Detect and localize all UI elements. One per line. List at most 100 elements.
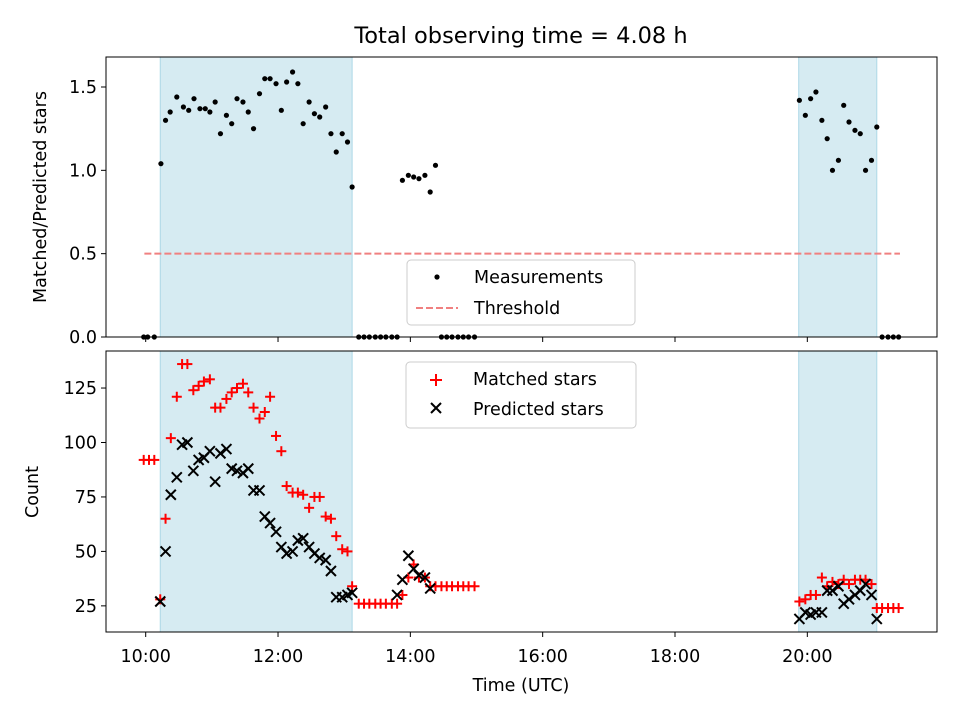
measurement-point [240, 99, 246, 105]
measurement-point [197, 106, 203, 112]
predicted-star-point [165, 489, 177, 501]
ratio-ytick-label: 1.5 [69, 78, 97, 98]
measurement-point [267, 76, 273, 82]
measurement-point [829, 167, 836, 173]
measurement-point [411, 174, 417, 180]
measurement-point [212, 99, 218, 105]
measurement-point [399, 177, 406, 183]
predicted-star-point [419, 571, 431, 584]
predicted-star-point [396, 574, 409, 586]
count-legend-box [405, 361, 637, 429]
measurement-point [339, 131, 345, 137]
matched-star-point [171, 391, 182, 402]
predicted-star-point [204, 445, 216, 457]
ratio-ytick-label: 0.0 [69, 328, 97, 348]
count-ytick-label: 50 [75, 542, 97, 562]
matched-star-point [827, 576, 838, 587]
measurement-point [223, 112, 230, 118]
matched-star-point [331, 531, 342, 542]
ratio-ytick-label: 0.5 [69, 245, 97, 265]
predicted-star-point [264, 517, 276, 529]
predicted-star-point [832, 580, 845, 592]
matched-star-point [816, 572, 827, 583]
predicted-star-point [220, 443, 233, 455]
predicted-star-point [413, 569, 425, 582]
matched-star-point [243, 387, 254, 398]
measurement-point [186, 107, 192, 113]
measurement-point [835, 157, 842, 163]
measurement-point [158, 161, 164, 167]
matched-star-point [215, 402, 226, 413]
predicted-legend-label: Predicted stars [473, 400, 604, 420]
measurement-point [868, 157, 875, 163]
matched-star-point [248, 402, 259, 413]
measurement-point [273, 81, 279, 87]
predicted-star-point [286, 545, 299, 558]
measurement-point [289, 69, 296, 75]
measurements-legend-label: Measurements [474, 268, 603, 288]
predicted-star-point [181, 436, 194, 449]
measurement-point [874, 124, 880, 130]
matched-star-point [232, 383, 243, 394]
measurement-point [333, 149, 339, 155]
measurement-point [250, 126, 257, 132]
observing-window [159, 350, 353, 633]
predicted-star-point [319, 554, 332, 566]
measurement-point [808, 96, 814, 102]
measurement-point [328, 131, 334, 137]
predicted-star-point [826, 584, 839, 597]
matched-star-point [281, 481, 292, 492]
count-ytick-label: 125 [64, 379, 97, 399]
measurement-point [819, 117, 825, 123]
measurement-point [323, 104, 329, 110]
matched-star-point [304, 502, 315, 513]
predicted-star-point [187, 465, 200, 477]
matched-star-point [204, 374, 215, 385]
measurement-point [284, 79, 290, 85]
measurement-point [262, 76, 268, 82]
matched-star-point [314, 491, 325, 502]
matched-star-point [347, 581, 358, 592]
predicted-star-point [843, 593, 855, 606]
matched-star-point [160, 513, 171, 524]
matched-star-point [259, 406, 270, 417]
count-xtick-label: 10:00 [120, 647, 170, 667]
measurement-point [796, 97, 802, 103]
predicted-legend-marker [430, 402, 442, 414]
count-axes: 25 50 75 100 125 10:00 12:00 14:00 16:00 18:00 20:… [64, 350, 938, 667]
count-ytick-label: 75 [75, 488, 97, 508]
matched-star-point [193, 380, 204, 391]
matched-star-point [342, 546, 353, 557]
ratio-axes: 0.0 0.5 1.0 1.5 [69, 56, 938, 348]
matched-star-point [794, 596, 805, 607]
matched-star-point [800, 594, 811, 605]
matched-star-point [221, 393, 232, 404]
measurement-point [813, 89, 819, 95]
matched-star-point [893, 603, 904, 614]
predicted-star-point [391, 589, 403, 601]
matched-star-point [165, 433, 176, 444]
measurement-point [857, 131, 863, 137]
ratio-legend-box [406, 259, 636, 326]
matched-star-point [844, 579, 855, 590]
observing-window [159, 56, 353, 338]
matched-star-point [182, 359, 193, 370]
ratio-ytick-label: 1.0 [69, 161, 97, 181]
measurement-point [317, 114, 323, 120]
matched-star-point [469, 581, 480, 592]
predicted-star-point [402, 550, 415, 562]
matched-star-point [392, 598, 403, 609]
measurement-point [245, 109, 251, 115]
measurement-point [202, 106, 208, 112]
predicted-star-point [859, 578, 872, 590]
matched-star-point [810, 589, 821, 600]
count-xtick-label: 12:00 [253, 647, 303, 667]
measurement-point [217, 131, 224, 137]
matched-star-point [198, 376, 209, 387]
measurement-point [306, 99, 312, 105]
predicted-star-point [325, 565, 337, 577]
measurement-point [162, 117, 169, 123]
measurement-point [180, 104, 187, 110]
predicted-star-point [313, 552, 326, 564]
